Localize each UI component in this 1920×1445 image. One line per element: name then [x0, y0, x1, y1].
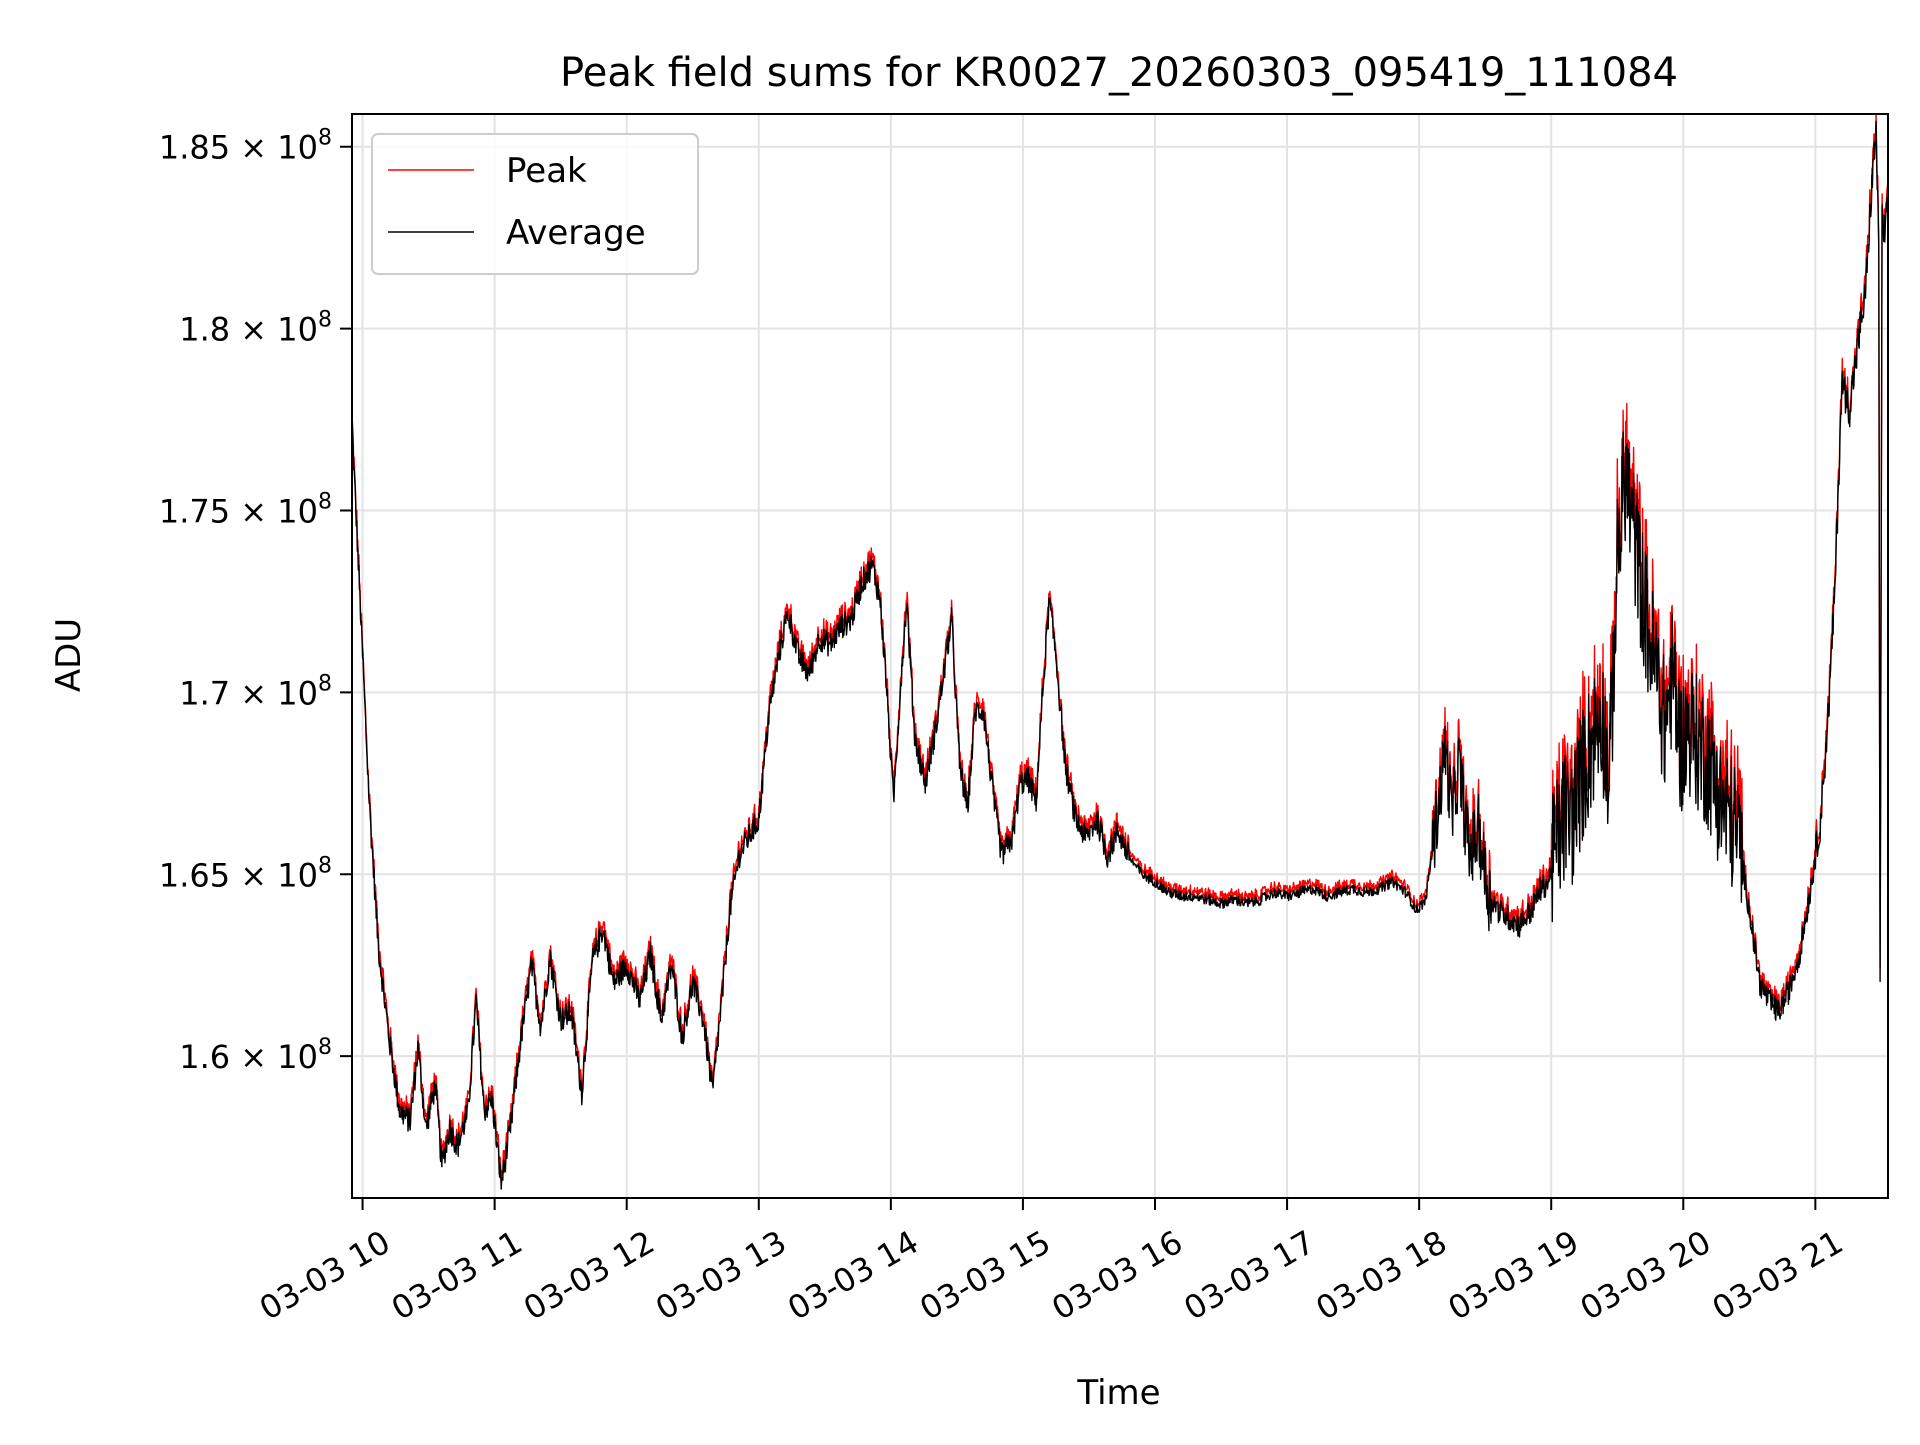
grid-layer: [352, 114, 1888, 1198]
series-line-average: [351, 120, 1889, 1190]
legend-box: [371, 133, 699, 275]
y-tick-label: 1.7 × 108: [179, 671, 332, 712]
x-axis-label: Time: [1076, 1373, 1160, 1413]
plot-frame: [351, 113, 1889, 1199]
data-layer: [351, 113, 1889, 1190]
legend-label-average: Average: [506, 213, 646, 253]
legend: Peak Average: [371, 133, 699, 275]
legend-label-peak: Peak: [506, 151, 587, 191]
y-axis-label: ADU: [49, 618, 89, 692]
y-tick-label: 1.6 × 108: [179, 1035, 332, 1076]
y-tick-label: 1.75 × 108: [159, 489, 332, 530]
y-tick-label: 1.85 × 108: [159, 126, 332, 167]
y-tick-label: 1.8 × 108: [179, 308, 332, 349]
y-tick-label: 1.65 × 108: [159, 853, 332, 894]
chart-title: Peak field sums for KR0027_20260303_0954…: [560, 50, 1678, 96]
